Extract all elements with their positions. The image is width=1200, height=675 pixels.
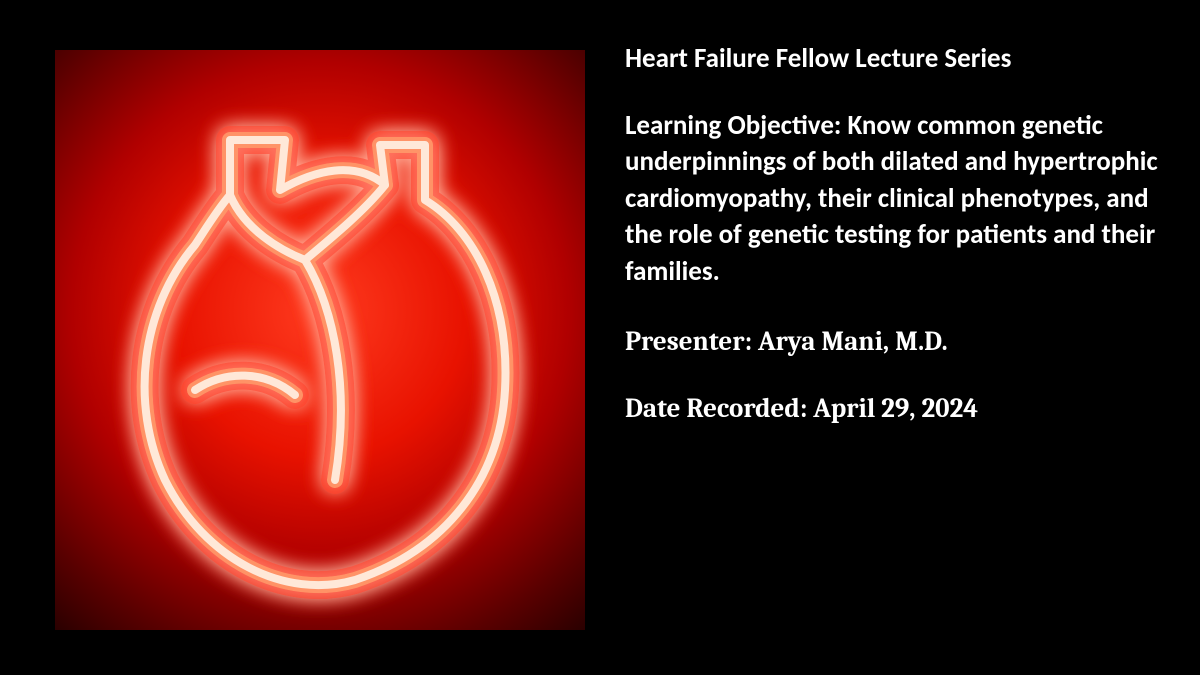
learning-objective: Learning Objective: Know common genetic … <box>625 108 1170 290</box>
lecture-title-slide: Heart Failure Fellow Lecture Series Lear… <box>0 0 1200 675</box>
series-title: Heart Failure Fellow Lecture Series <box>625 42 1170 76</box>
hero-image-neon-heart <box>55 50 585 630</box>
neon-heart-icon <box>55 50 585 630</box>
presenter-line: Presenter: Arya Mani, M.D. <box>625 324 1170 359</box>
date-recorded-line: Date Recorded: April 29, 2024 <box>625 391 1170 426</box>
text-panel: Heart Failure Fellow Lecture Series Lear… <box>625 42 1170 426</box>
